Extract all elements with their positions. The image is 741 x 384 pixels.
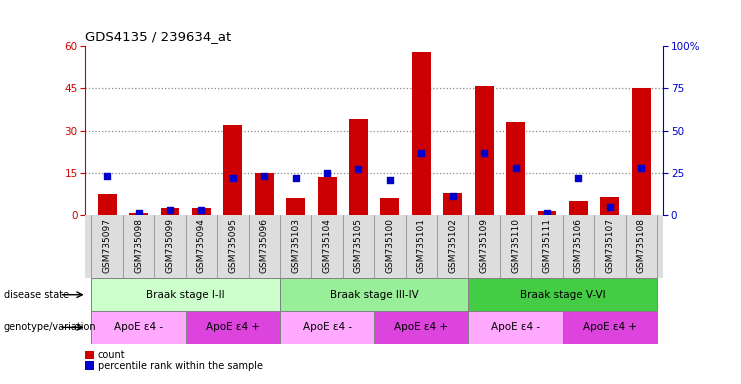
Point [321,170,333,176]
Text: GSM735098: GSM735098 [134,218,143,273]
Text: GSM735100: GSM735100 [385,218,394,273]
Text: GSM735101: GSM735101 [417,218,426,273]
Bar [286,198,305,215]
Text: GSM735097: GSM735097 [103,218,112,273]
Text: percentile rank within the sample: percentile rank within the sample [98,361,263,371]
Point [416,149,428,156]
Bar [91,278,280,311]
Bar [186,311,280,344]
Bar [443,192,462,215]
Point [384,177,396,183]
Bar [632,88,651,215]
Text: ApoE ε4 -: ApoE ε4 - [491,322,540,333]
Bar [506,122,525,215]
Point [259,173,270,179]
Bar [380,198,399,215]
Point [447,194,459,200]
Point [290,175,302,181]
Bar [192,208,211,215]
Text: Braak stage V-VI: Braak stage V-VI [520,290,605,300]
Text: Braak stage I-II: Braak stage I-II [147,290,225,300]
Text: GSM735099: GSM735099 [165,218,175,273]
Text: GSM735107: GSM735107 [605,218,614,273]
Point [353,166,365,172]
Bar [98,194,116,215]
Bar [468,311,562,344]
Bar [161,208,179,215]
Point [164,207,176,213]
Bar [91,311,186,344]
Bar [468,278,657,311]
Point [541,210,553,217]
Bar [280,311,374,344]
Text: count: count [98,350,125,360]
Point [227,175,239,181]
Text: GSM735102: GSM735102 [448,218,457,273]
Text: GSM735096: GSM735096 [260,218,269,273]
Bar [537,211,556,215]
Text: ApoE ε4 -: ApoE ε4 - [114,322,163,333]
Text: GSM735095: GSM735095 [228,218,237,273]
Text: GSM735105: GSM735105 [354,218,363,273]
Point [102,173,113,179]
Bar [562,311,657,344]
Bar [569,201,588,215]
Text: GSM735094: GSM735094 [197,218,206,273]
Bar [129,213,148,215]
Text: GSM735103: GSM735103 [291,218,300,273]
Text: GSM735108: GSM735108 [637,218,645,273]
Text: GSM735106: GSM735106 [574,218,583,273]
Text: GSM735109: GSM735109 [479,218,488,273]
Text: GDS4135 / 239634_at: GDS4135 / 239634_at [85,30,231,43]
Text: ApoE ε4 +: ApoE ε4 + [582,322,637,333]
Text: GSM735110: GSM735110 [511,218,520,273]
Bar [255,173,273,215]
Point [478,149,490,156]
Text: ApoE ε4 +: ApoE ε4 + [206,322,260,333]
Bar [349,119,368,215]
Text: disease state: disease state [4,290,69,300]
Point [573,175,585,181]
Text: ApoE ε4 +: ApoE ε4 + [394,322,448,333]
Bar [412,52,431,215]
Point [635,165,647,171]
Text: Braak stage III-IV: Braak stage III-IV [330,290,419,300]
Text: GSM735111: GSM735111 [542,218,551,273]
Bar [374,311,468,344]
Bar [280,278,468,311]
Bar [224,125,242,215]
Point [604,204,616,210]
Text: GSM735104: GSM735104 [322,218,331,273]
Point [510,165,522,171]
Bar [475,86,494,215]
Point [196,207,207,213]
Bar [318,177,336,215]
Bar [600,197,619,215]
Point [133,210,144,217]
Text: genotype/variation: genotype/variation [4,322,96,333]
Text: ApoE ε4 -: ApoE ε4 - [302,322,352,333]
